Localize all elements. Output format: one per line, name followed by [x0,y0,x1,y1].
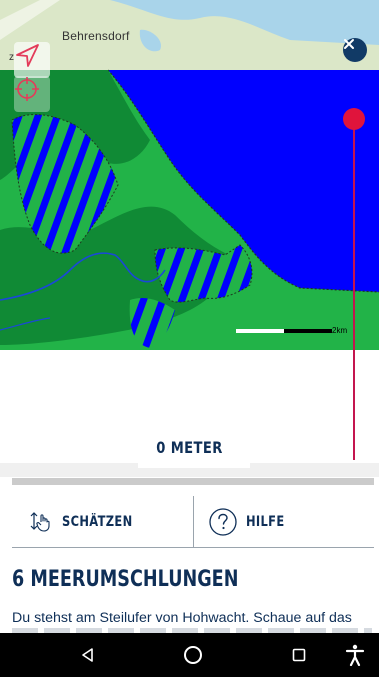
depth-map[interactable]: Behrensdorf z 2km [0,0,379,350]
system-nav-bar [0,633,379,677]
depth-slider[interactable] [12,478,374,485]
help-button[interactable]: HILFE [208,496,293,548]
scale-label: 2km [332,326,348,335]
depth-indicator-line [353,120,355,460]
close-icon [344,39,354,49]
action-bar: SCHÄTZEN HILFE [12,496,374,548]
section-text-overflow [12,628,372,634]
home-button[interactable] [180,642,206,668]
topo-water [110,0,379,45]
depth-tab [138,462,250,468]
recents-button[interactable] [286,642,312,668]
town-label: Behrensdorf [62,29,130,43]
close-button[interactable] [343,38,367,62]
recents-icon [292,648,306,662]
home-icon [184,646,202,664]
depth-value: 0 METER [156,438,223,457]
wetland-east [154,244,253,303]
map-canvas [0,0,379,350]
help-label: HILFE [246,514,285,530]
swipe-vertical-hand-icon [30,512,50,532]
estimate-button[interactable]: SCHÄTZEN [30,496,148,548]
back-button[interactable] [75,642,101,668]
river [0,252,166,301]
sea-area [108,70,379,292]
crosshair-icon [15,77,39,101]
accessibility-icon [345,644,365,666]
wetland-west [11,114,119,254]
navigation-arrow-icon [16,44,39,67]
navigate-button[interactable] [14,42,50,78]
depth-strip [0,463,379,477]
depth-marker[interactable] [343,108,365,130]
section-title: 6 MEERUMSCHLUNGEN [12,567,239,592]
map-edge-label: z [9,52,14,63]
section-text: Du stehst am Steilufer von Hohwacht. Sch… [12,610,352,626]
estimate-label: SCHÄTZEN [62,514,133,530]
action-divider [193,496,194,547]
question-circle-icon [209,508,237,536]
back-icon [82,648,93,662]
accessibility-button[interactable] [342,642,368,668]
scale-bar: 2km [236,326,360,336]
locate-button[interactable] [14,76,50,112]
